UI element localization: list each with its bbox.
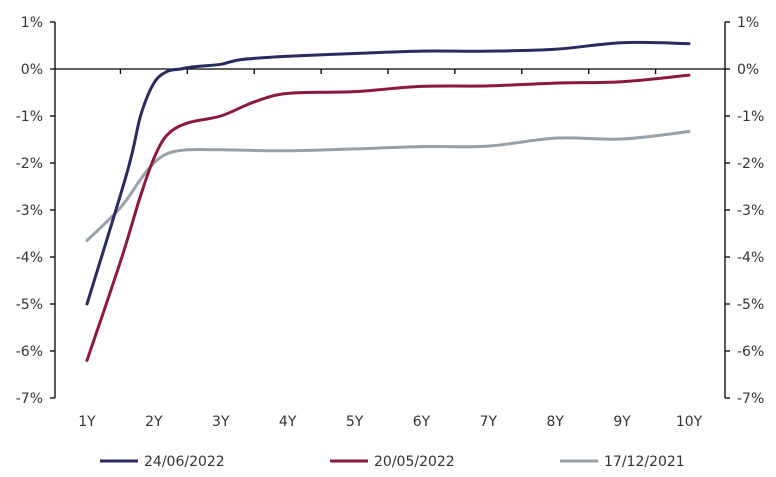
y-tick-label-left: -3% <box>16 203 43 219</box>
x-tick-label: 5Y <box>346 414 364 430</box>
y-tick-label-left: -6% <box>16 344 43 360</box>
axes: 1% 1% 0% 0% -1% -1% -2% -2% -3% -3% -4% -4% -5% -5% -6… <box>16 15 765 430</box>
y-tick-label-right: -6% <box>737 344 764 360</box>
y-tick-label-left: 1% <box>21 15 43 31</box>
y-tick-label-right: -2% <box>737 156 764 172</box>
y-tick-label-right: 1% <box>737 15 759 31</box>
y-tick-label-right: -1% <box>737 109 764 125</box>
y-tick-label-right: -4% <box>737 250 764 266</box>
x-tick-label: 7Y <box>480 414 498 430</box>
x-tick-label: 4Y <box>279 414 297 430</box>
legend-label-3: 17/12/2021 <box>604 454 685 470</box>
y-tick-label-right: 0% <box>737 62 759 78</box>
y-tick-label-left: -4% <box>16 250 43 266</box>
y-tick-label-right: -5% <box>737 297 764 313</box>
series-line-2 <box>85 73 691 362</box>
y-tick-label-left: -5% <box>16 297 43 313</box>
y-tick-label-left: -2% <box>16 156 43 172</box>
x-tick-label: 8Y <box>546 414 564 430</box>
x-tick-label: 1Y <box>78 414 96 430</box>
x-tick-label: 9Y <box>613 414 631 430</box>
x-tick-label: 2Y <box>145 414 163 430</box>
y-tick-label-left: -1% <box>16 109 43 125</box>
x-tick-label: 6Y <box>413 414 431 430</box>
series-line-3 <box>85 130 691 242</box>
legend-label-1: 24/06/2022 <box>144 454 225 470</box>
y-tick-label-right: -7% <box>737 391 764 407</box>
legend-label-2: 20/05/2022 <box>374 454 455 470</box>
legend: 24/06/2022 20/05/2022 17/12/2021 <box>100 454 685 470</box>
y-tick-label-left: 0% <box>21 62 43 78</box>
y-tick-label-left: -7% <box>16 391 43 407</box>
series-lines <box>85 40 691 362</box>
x-tick-label: 3Y <box>212 414 230 430</box>
y-tick-label-right: -3% <box>737 203 764 219</box>
x-tick-label: 10Y <box>676 414 703 430</box>
series-line-1 <box>85 40 691 306</box>
